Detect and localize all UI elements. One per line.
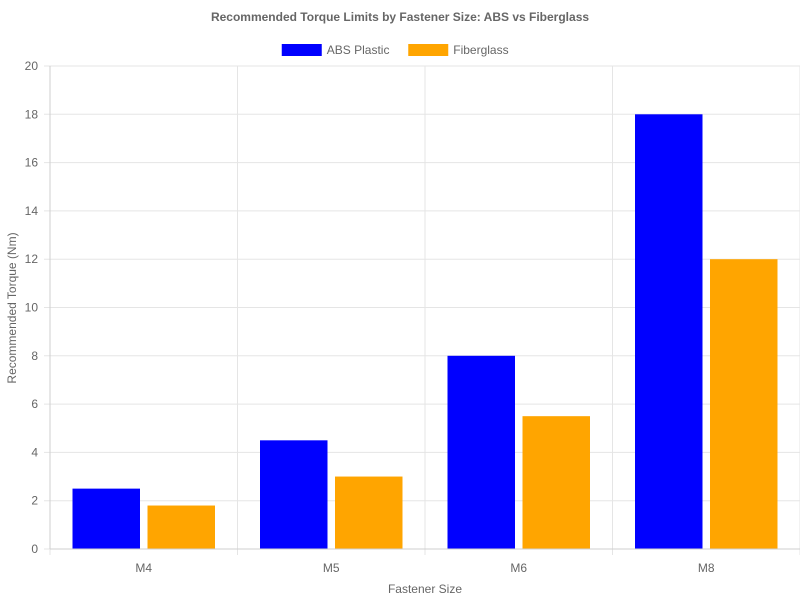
- y-tick-label: 0: [31, 542, 38, 556]
- legend-item-fiberglass[interactable]: Fiberglass: [408, 43, 509, 57]
- axes: 0 2 4 6 8 10 12 14 16 18 20 M4 M5 M6 M8: [25, 59, 800, 575]
- x-tick-label: M6: [510, 561, 527, 575]
- x-axis-title: Fastener Size: [388, 582, 462, 596]
- legend-item-abs-plastic[interactable]: ABS Plastic: [281, 43, 390, 57]
- bar-fiberglass-m4[interactable]: [147, 505, 216, 549]
- y-tick-label: 12: [25, 252, 39, 266]
- legend: ABS Plastic Fiberglass: [281, 43, 509, 57]
- legend-label: ABS Plastic: [327, 43, 390, 57]
- y-tick-label: 4: [31, 445, 38, 459]
- legend-swatch: [408, 44, 449, 56]
- bar-fiberglass-m5[interactable]: [335, 476, 403, 549]
- bar-fiberglass-m8[interactable]: [710, 259, 778, 549]
- bar-abs-plastic-m4[interactable]: [72, 488, 141, 549]
- legend-label: Fiberglass: [453, 43, 508, 57]
- y-tick-label: 18: [25, 107, 39, 121]
- chart-title: Recommended Torque Limits by Fastener Si…: [211, 10, 589, 24]
- bar-fiberglass-m6[interactable]: [522, 416, 591, 549]
- bar-abs-plastic-m5[interactable]: [260, 440, 328, 549]
- y-tick-label: 2: [31, 494, 38, 508]
- x-tick-label: M4: [135, 561, 152, 575]
- y-tick-label: 8: [31, 349, 38, 363]
- bars: [72, 114, 778, 550]
- y-tick-label: 20: [25, 59, 39, 73]
- x-tick-label: M8: [698, 561, 715, 575]
- y-tick-label: 14: [25, 204, 39, 218]
- legend-swatch: [281, 44, 322, 56]
- y-axis-title: Recommended Torque (Nm): [5, 232, 19, 383]
- bar-abs-plastic-m8[interactable]: [635, 114, 703, 550]
- bar-abs-plastic-m6[interactable]: [447, 355, 516, 549]
- y-tick-label: 16: [25, 156, 39, 170]
- x-tick-label: M5: [323, 561, 340, 575]
- y-tick-label: 10: [25, 301, 39, 315]
- y-tick-label: 6: [31, 397, 38, 411]
